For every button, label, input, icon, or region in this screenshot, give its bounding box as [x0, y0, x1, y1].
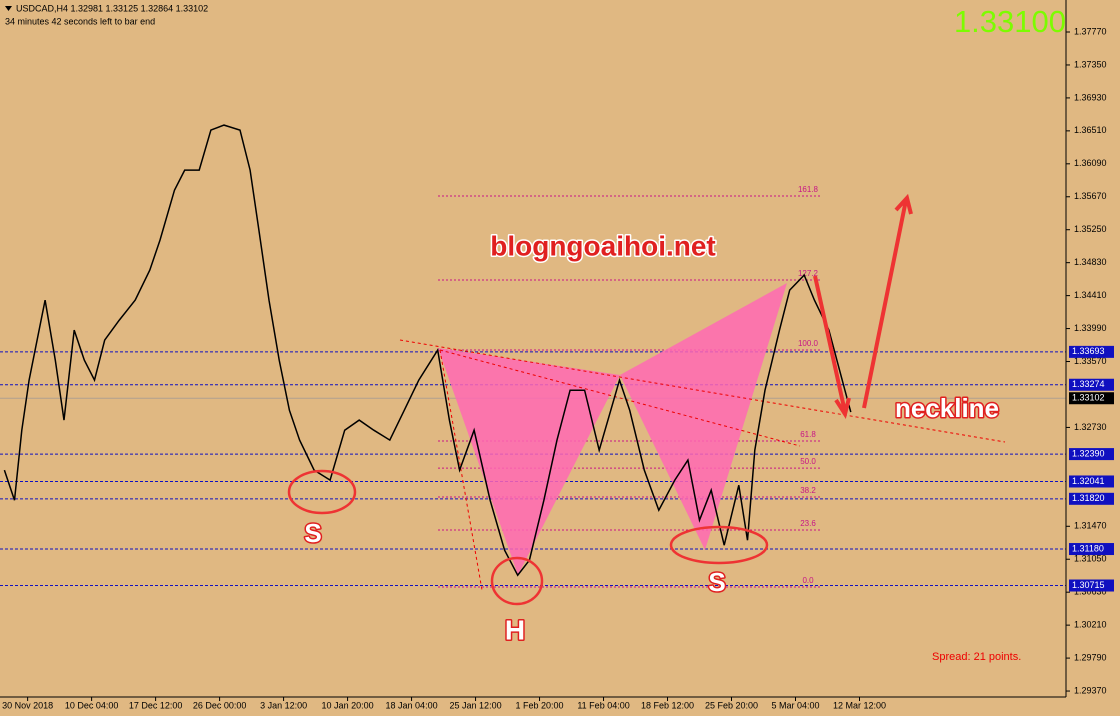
x-tick-label: 1 Feb 20:00 [516, 700, 564, 710]
site-label: blogngoaihoi.net [490, 230, 716, 261]
menu-icon[interactable] [5, 6, 12, 11]
shoulder-label: S [708, 567, 725, 597]
patterns [399, 283, 1006, 591]
level-label: 1.33274 [1072, 379, 1105, 389]
fib-label: 161.8 [798, 185, 819, 194]
trend-line [439, 349, 801, 447]
y-tick-label: 1.29370 [1074, 685, 1107, 695]
harmonic-pattern [438, 348, 620, 575]
x-tick-label: 30 Nov 2018 [2, 700, 53, 710]
spread: Spread: 21 points. [932, 651, 1021, 663]
symbol-line: USDCAD,H4 1.32981 1.33125 1.32864 1.3310… [16, 3, 208, 13]
neckline-line [399, 339, 1006, 443]
timer: 34 minutes 42 seconds left to bar end [5, 16, 155, 26]
shoulder-label: S [304, 518, 321, 548]
x-tick-label: 11 Feb 04:00 [577, 700, 629, 710]
y-tick-label: 1.31470 [1074, 521, 1107, 531]
level-label: 1.32041 [1072, 476, 1105, 486]
level-box [1069, 345, 1114, 358]
y-tick-label: 1.37350 [1074, 59, 1107, 69]
harmonic-pattern [620, 283, 787, 550]
y-tick-label: 1.34830 [1074, 257, 1107, 267]
x-tick-label: 10 Dec 04:00 [65, 700, 119, 710]
y-tick-label: 1.33570 [1074, 356, 1107, 366]
y-tick-label: 1.36510 [1074, 125, 1107, 135]
level-box [1069, 448, 1114, 461]
arrow [813, 275, 851, 419]
x-tick-label: 3 Jan 12:00 [260, 700, 307, 710]
level-label: 1.30715 [1072, 580, 1105, 590]
level-label: 1.32390 [1072, 448, 1105, 458]
trend-line [439, 349, 483, 591]
fib-label: 23.6 [800, 519, 816, 528]
level-label: 1.33693 [1072, 346, 1105, 356]
x-tick-label: 10 Jan 20:00 [322, 700, 374, 710]
fib-label: 127.2 [798, 269, 819, 278]
level-label: 1.31180 [1072, 543, 1104, 553]
y-tick-label: 1.36930 [1074, 92, 1107, 102]
ellipse [287, 469, 357, 515]
x-tick-label: 12 Mar 12:00 [833, 700, 886, 710]
x-tick-label: 25 Feb 20:00 [705, 700, 758, 710]
level-box [1069, 475, 1114, 488]
x-tick-label: 18 Jan 04:00 [386, 700, 438, 710]
annotations: blogngoaihoi.net neckline S H S [287, 193, 1001, 647]
level-label: 1.31820 [1072, 493, 1105, 503]
neckline-label: neckline [895, 393, 999, 423]
level-box [1069, 543, 1114, 556]
y-tick-label: 1.37770 [1074, 26, 1107, 36]
fib-label: 100.0 [798, 339, 819, 348]
price-box [1069, 392, 1114, 405]
x-tick-label: 17 Dec 12:00 [129, 700, 183, 710]
fib-label: 50.0 [800, 457, 816, 466]
price-label: 1.33102 [1072, 393, 1105, 403]
y-tick-label: 1.30630 [1074, 587, 1107, 597]
ellipse [490, 556, 544, 606]
y-tick-label: 1.35670 [1074, 191, 1107, 201]
ellipse [669, 525, 769, 565]
x-tick-label: 18 Feb 12:00 [641, 700, 694, 710]
x-tick-label: 25 Jan 12:00 [450, 700, 502, 710]
y-tick-label: 1.30210 [1074, 620, 1107, 630]
y-tick-label: 1.31050 [1074, 554, 1107, 564]
fib-label: 0.0 [802, 576, 814, 585]
big-price: 1.33100 [954, 4, 1066, 39]
arrow [862, 193, 913, 409]
level-box [1069, 492, 1114, 505]
y-tick-label: 1.34410 [1074, 290, 1107, 300]
y-tick-label: 1.35250 [1074, 224, 1107, 234]
level-box [1069, 378, 1114, 391]
fib-label: 61.8 [800, 430, 816, 439]
y-tick-label: 1.36090 [1074, 158, 1107, 168]
x-tick-label: 5 Mar 04:00 [771, 700, 819, 710]
y-tick-label: 1.29790 [1074, 652, 1107, 662]
fib-label: 38.2 [800, 486, 816, 495]
x-tick-label: 26 Dec 00:00 [193, 700, 247, 710]
y-tick-label: 1.32730 [1074, 422, 1107, 432]
y-tick-label: 1.33990 [1074, 323, 1107, 333]
head-label: H [505, 614, 525, 645]
level-box [1069, 579, 1114, 592]
